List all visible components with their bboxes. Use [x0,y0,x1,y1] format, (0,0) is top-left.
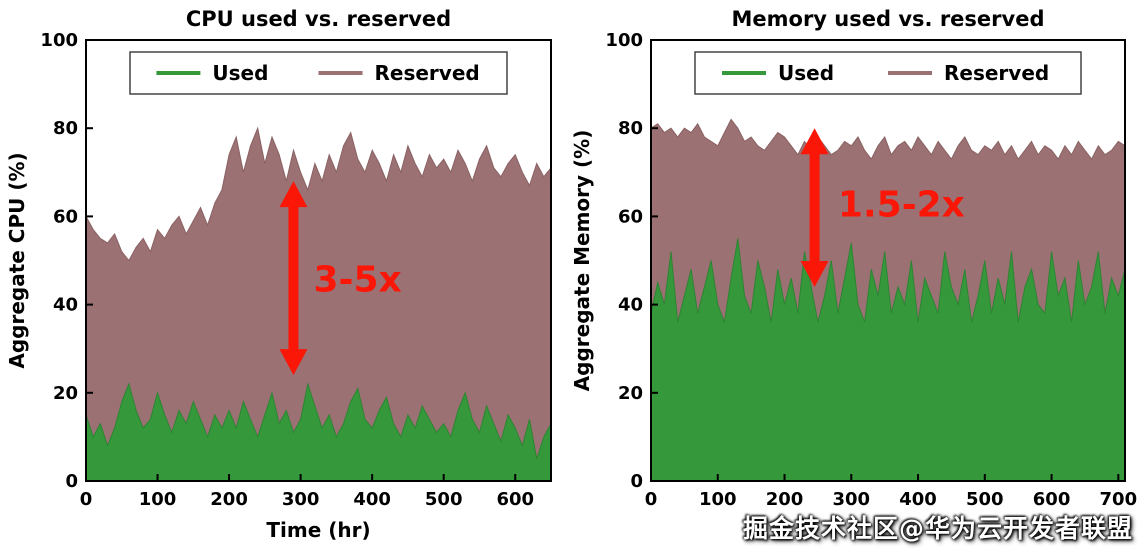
legend-label-used: Used [212,61,268,85]
chart-title: CPU used vs. reserved [186,7,451,31]
chart-title: Memory used vs. reserved [732,7,1045,31]
x-tick-label: 400 [353,489,391,510]
series-used-area [85,382,552,482]
x-tick-label: 600 [496,489,534,510]
annotation-arrow-head-top [279,181,308,208]
x-tick-label: 500 [425,489,463,510]
annotation-arrow-head-bottom [800,260,829,287]
y-axis-label: Aggregate CPU (%) [5,152,29,368]
memory-chart: 0 100 200 300 400 500 600 700 0 20 40 60 80 100 Memory… [565,0,1139,553]
cpu-chart: 0 100 200 300 400 500 600 0 20 40 60 80 100 CPU used … [0,0,565,553]
x-tick-label: 400 [899,489,937,510]
memory-chart-svg: 0 100 200 300 400 500 600 700 0 20 40 60 80 100 Memory… [570,7,1138,510]
y-tick-label: 0 [630,471,643,492]
axes-frame [650,39,1126,482]
x-tick-label: 300 [832,489,870,510]
cpu-chart-svg: 0 100 200 300 400 500 600 0 20 40 60 80 100 CPU used … [5,7,552,542]
x-tick-label: 0 [645,489,658,510]
y-tick-label: 60 [53,206,78,227]
axes-frame [85,39,552,482]
x-tick-label: 0 [80,489,93,510]
y-tick-label: 40 [618,295,643,316]
legend-label-reserved: Reserved [944,61,1049,85]
y-tick-label: 80 [618,118,643,139]
y-axis-label: Aggregate Memory (%) [570,130,594,392]
x-tick-label: 700 [1100,489,1138,510]
legend-label-reserved: Reserved [375,61,480,85]
watermark-text: 掘金技术社区@华为云开发者联盟 [742,514,1133,543]
x-tick-label: 200 [766,489,804,510]
y-tick-label: 20 [53,383,78,404]
y-tick-label: 100 [605,30,643,51]
x-tick-label: 500 [966,489,1004,510]
x-tick-label: 600 [1033,489,1071,510]
annotation-arrow-head-top [800,128,829,155]
x-axis-label: Time (hr) [266,518,370,542]
y-tick-label: 0 [65,471,78,492]
y-tick-label: 100 [40,30,78,51]
y-tick-label: 80 [53,118,78,139]
series-reserved-area [85,126,552,482]
x-tick-label: 100 [139,489,177,510]
y-tick-label: 40 [53,295,78,316]
x-tick-label: 200 [210,489,248,510]
y-tick-label: 20 [618,383,643,404]
legend-label-used: Used [778,61,834,85]
annotation-label: 1.5-2x [838,184,965,225]
annotation-label: 3-5x [313,259,401,300]
annotation-arrow-head-bottom [279,349,308,376]
y-tick-label: 60 [618,206,643,227]
x-tick-label: 100 [699,489,737,510]
series-used-area [650,238,1126,482]
x-tick-label: 300 [282,489,320,510]
